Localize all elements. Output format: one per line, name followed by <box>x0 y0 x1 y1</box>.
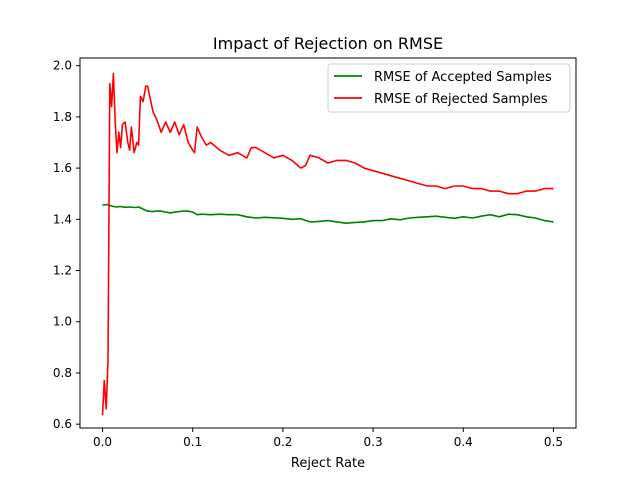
legend-label: RMSE of Accepted Samples <box>374 70 552 85</box>
legend-label: RMSE of Rejected Samples <box>374 92 548 107</box>
legend: RMSE of Accepted Samples RMSE of Rejected… <box>327 63 571 113</box>
x-tick-label: 0.0 <box>93 435 112 449</box>
series-line-accepted <box>102 203 554 224</box>
x-tick-label: 0.2 <box>273 435 292 449</box>
series-layer <box>101 72 554 416</box>
ticks-layer: 0.0 0.1 0.2 0.3 0.4 0.5 0.6 0.8 1.0 1.2 1.4 1.6 1.8 2… <box>53 59 563 449</box>
x-axis-label: Reject Rate <box>291 456 365 471</box>
x-tick-label: 0.1 <box>183 435 202 449</box>
y-tick-label: 1.4 <box>53 212 72 226</box>
y-tick-label: 2.0 <box>53 59 72 73</box>
y-tick-label: 1.8 <box>53 110 72 124</box>
y-tick-label: 0.8 <box>53 366 72 380</box>
y-tick-label: 1.0 <box>53 315 72 329</box>
x-tick-label: 0.5 <box>544 435 563 449</box>
x-tick-label: 0.4 <box>454 435 473 449</box>
plot-area <box>101 72 554 416</box>
plot-frame <box>79 57 577 429</box>
series-line-rejected <box>101 72 554 416</box>
x-tick-label: 0.3 <box>364 435 383 449</box>
legend-box <box>327 63 571 113</box>
chart-title: Impact of Rejection on RMSE <box>213 34 443 53</box>
y-tick-label: 1.6 <box>53 161 72 175</box>
y-tick-label: 0.6 <box>53 417 72 431</box>
y-tick-label: 1.2 <box>53 264 72 278</box>
